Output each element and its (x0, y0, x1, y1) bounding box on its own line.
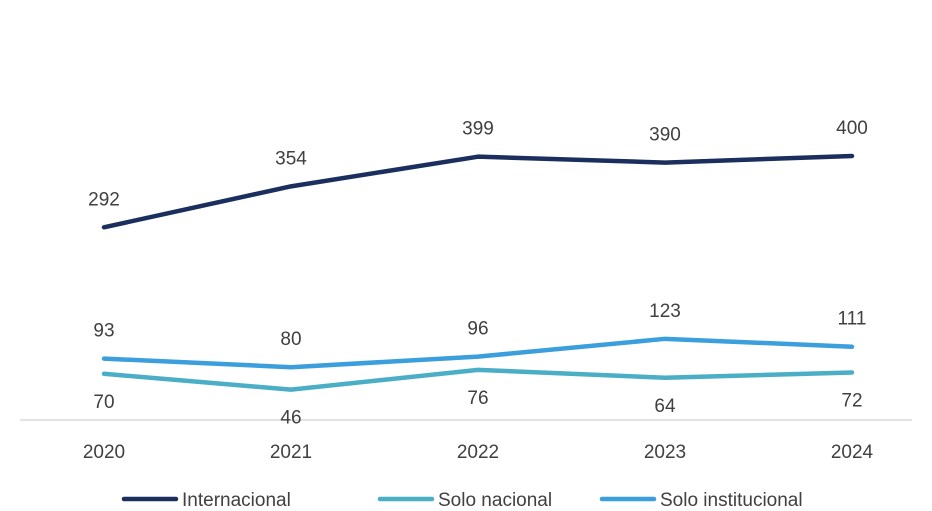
x-tick-label-2024: 2024 (831, 442, 874, 463)
legend-label-1: Solo nacional (438, 490, 552, 511)
data-label-1-1: 46 (280, 408, 301, 429)
x-tick-label-2023: 2023 (644, 442, 686, 463)
data-label-2-2: 96 (467, 319, 488, 340)
data-label-2-4: 111 (838, 309, 867, 330)
data-label-1-4: 72 (841, 390, 862, 411)
series-line-1 (101, 367, 855, 392)
series-line-2 (101, 336, 855, 370)
data-label-1-0: 70 (93, 392, 114, 413)
data-label-2-1: 80 (280, 329, 301, 350)
legend-label-0: Internacional (182, 490, 291, 511)
data-label-0-3: 390 (649, 125, 681, 146)
data-label-2-3: 123 (649, 301, 681, 322)
series-line-0 (101, 153, 855, 230)
data-label-1-3: 64 (654, 396, 676, 417)
data-label-layer: 292 354 399 390 400 70 46 76 64 72 93 80 96 123 111 (88, 118, 868, 429)
data-label-0-4: 400 (836, 118, 868, 139)
series-layer (101, 153, 855, 392)
data-label-1-2: 76 (467, 388, 488, 409)
x-tick-layer: 2020 2021 2022 2023 2024 (83, 442, 874, 463)
legend: Internacional Solo nacional Solo instituci… (121, 490, 803, 511)
x-tick-label-2020: 2020 (83, 442, 125, 463)
data-label-0-1: 354 (275, 148, 307, 169)
data-label-0-0: 292 (88, 189, 120, 210)
data-label-2-0: 93 (93, 321, 114, 342)
legend-label-2: Solo institucional (660, 490, 803, 511)
x-tick-label-2022: 2022 (457, 442, 499, 463)
data-label-0-2: 399 (462, 119, 494, 140)
x-tick-label-2021: 2021 (270, 442, 312, 463)
